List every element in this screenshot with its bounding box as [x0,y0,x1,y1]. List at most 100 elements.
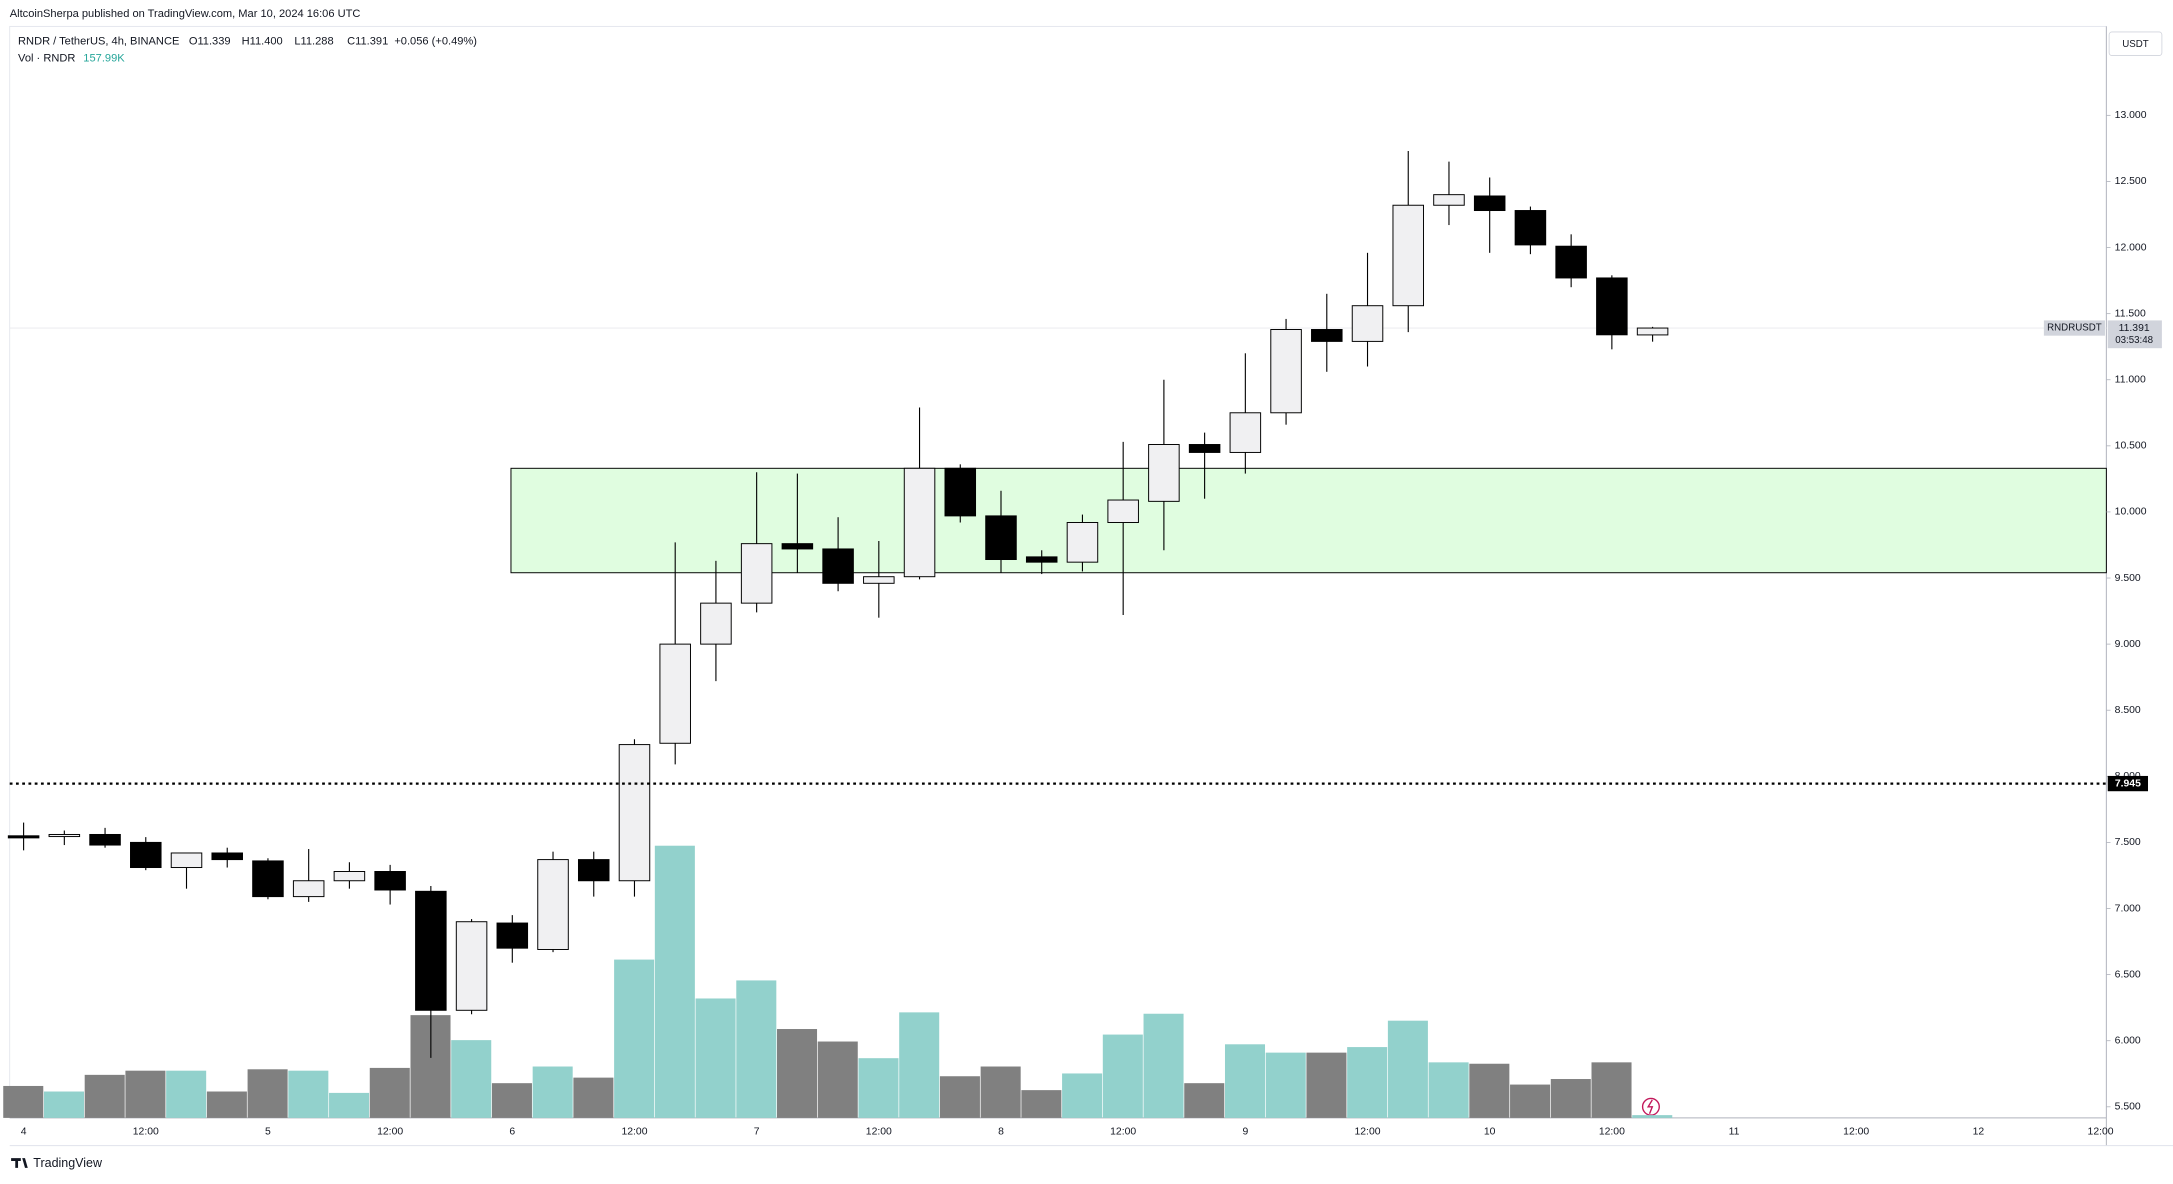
x-tick-label: 11 [1729,1127,1740,1138]
y-tick-label: 6.000 [2115,1035,2141,1046]
volume-bar [451,1040,492,1118]
volume-bar [695,998,736,1118]
candle-body [822,548,854,584]
candle-body [1351,305,1384,342]
price-label: 11.391 [2119,323,2150,334]
candle-body [659,643,691,744]
volume-bar [899,1012,940,1118]
volume-bar [980,1066,1021,1118]
volume-value: 157.99K [83,52,125,64]
candle-body [1311,329,1343,342]
currency-button[interactable] [2108,31,2163,56]
volume-bar [125,1070,166,1118]
candle-body [455,921,488,1011]
x-tick-label: 6 [509,1127,515,1138]
zone [510,467,2107,574]
candle-body [292,880,325,898]
legend: RNDR / TetherUS, 4h, BINANCE O11.339 H11… [18,36,477,65]
alert-icon[interactable] [1641,1097,1660,1116]
candle-body [577,859,610,882]
volume-bar [1550,1079,1591,1118]
x-tick-label: 12 [1973,1127,1985,1138]
close: C11.391 [347,36,388,48]
candle-body [130,841,162,869]
y-tick-label: 5.500 [2115,1102,2141,1113]
candle-body [618,744,651,882]
y-tick-label: 9.000 [2115,639,2141,650]
candle-body [1392,204,1425,307]
candle-body [781,543,814,550]
level-label: 7.945 [2115,778,2141,789]
candle-body [1148,444,1180,502]
publisher: AltcoinSherpa published on TradingView.c… [10,8,361,20]
high: H11.400 [242,36,283,48]
candle-body [1433,194,1465,206]
candle-body [1596,277,1628,336]
volume-bar [1510,1084,1551,1118]
volume-bar [1184,1083,1225,1118]
volume-bar [654,845,695,1118]
x-tick-label: 12:00 [2088,1127,2114,1138]
volume-bar [939,1076,980,1118]
plot [3,151,2107,1118]
candle-body [333,871,366,882]
x-tick-label: 8 [998,1127,1004,1138]
candle-body [700,602,732,645]
candle-body [944,467,977,517]
candle-body [1025,556,1058,563]
volume-bar [1021,1090,1062,1118]
volume-bar [491,1083,532,1118]
candle-body [863,576,895,584]
y-tick-label: 11.500 [2115,308,2146,319]
volume-bar [1428,1062,1469,1118]
volume-bar [614,959,655,1118]
y-tick-label: 11.000 [2115,374,2146,385]
candle-body [1066,522,1099,563]
volume-bar [329,1092,370,1118]
price-tag [2107,320,2162,349]
candle-body [1107,499,1139,523]
level-tag [2107,775,2149,792]
volume-bar [736,980,777,1118]
volume-bar [1265,1052,1306,1118]
x-tick-label: 9 [1242,1127,1248,1138]
currency: USDT [2122,39,2149,50]
y-tick-label: 7.500 [2115,837,2141,848]
candle-body [252,860,284,898]
candle-body [7,835,40,839]
x-tick-label: 12:00 [1354,1127,1380,1138]
volume-bar [3,1085,44,1118]
alert-bolt [1646,1099,1654,1114]
candle-body [1473,195,1506,212]
y-tick-label: 10.500 [2115,441,2147,452]
y-tick-label: 7.000 [2115,903,2141,914]
volume-bar [84,1074,125,1118]
candle-body [415,890,447,1011]
candle-body [170,852,203,869]
x-tick-label: 12:00 [621,1127,647,1138]
volume-name: Vol · RNDR [18,52,75,64]
x-tick-label: 12:00 [377,1127,403,1138]
volume-bar [206,1091,247,1118]
candle-body [1514,210,1547,246]
candle-body [89,833,121,846]
candle-body [1555,245,1587,279]
volume-bar [817,1041,858,1118]
y-tick-label: 9.500 [2115,573,2141,584]
symbol-label: RNDRUSDT [2047,323,2102,334]
volume-bar [1143,1013,1184,1118]
y-tick-label: 13.000 [2115,110,2147,121]
x-tick-label: 12:00 [1843,1127,1869,1138]
volume-bar [1632,1115,1673,1118]
volume-bar [1102,1034,1143,1118]
volume-bar [288,1070,329,1118]
candle-body [48,833,81,838]
candle-body [1229,412,1262,453]
volume-bar [532,1066,573,1118]
symbol: RNDR / TetherUS, 4h, BINANCE [18,36,179,48]
volume-bar [1347,1047,1388,1118]
candle-body [537,859,569,950]
candle-body [1636,327,1669,336]
volume-bar [247,1069,288,1118]
